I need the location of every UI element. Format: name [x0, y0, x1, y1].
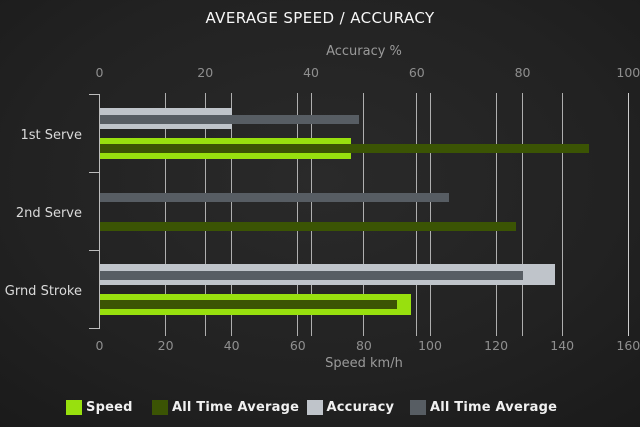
bottom-gridline — [165, 93, 167, 336]
legend-item: Speed — [66, 400, 133, 415]
legend-item: All Time Average — [410, 400, 557, 415]
legend-label: All Time Average — [172, 400, 300, 415]
bottom-axis-tick-label: 140 — [550, 338, 575, 353]
legend-swatch — [410, 400, 426, 415]
bottom-axis-tick-label: 160 — [616, 338, 640, 353]
bottom-axis-title: Speed km/h — [325, 356, 403, 371]
chart-title: AVERAGE SPEED / ACCURACY — [205, 9, 435, 27]
top-axis-tick-label: 80 — [514, 65, 531, 80]
category-label: Grnd Stroke — [4, 283, 82, 299]
y-axis-tick — [88, 250, 100, 251]
legend-swatch — [66, 400, 82, 415]
legend-swatch — [152, 400, 168, 415]
top-axis-tick-label: 20 — [197, 65, 214, 80]
top-axis-title: Accuracy % — [326, 44, 402, 59]
bottom-axis-tick-label: 40 — [223, 338, 240, 353]
top-gridline — [522, 93, 524, 336]
bar-speed-average — [100, 299, 398, 309]
bottom-gridline — [495, 93, 497, 336]
category-label: 2nd Serve — [15, 205, 82, 221]
legend-item: All Time Average — [152, 400, 299, 415]
legend-swatch — [306, 400, 323, 415]
legend-label: Accuracy — [326, 400, 395, 415]
bottom-gridline — [231, 93, 233, 336]
bottom-axis-tick-label: 80 — [355, 338, 372, 353]
bottom-axis-tick-label: 60 — [289, 338, 306, 353]
top-axis-tick-label: 40 — [303, 65, 319, 80]
y-axis-tick — [88, 94, 100, 95]
top-gridline — [310, 93, 312, 336]
y-axis-tick — [88, 172, 100, 173]
legend-label: All Time Average — [430, 400, 558, 415]
legend-item: Accuracy — [306, 400, 395, 415]
legend-label: Speed — [86, 400, 133, 415]
bar-accuracy-average — [100, 192, 449, 202]
bottom-axis-tick-label: 120 — [484, 338, 509, 353]
bottom-axis-tick-label: 0 — [95, 338, 104, 353]
bottom-gridline — [561, 93, 563, 336]
bottom-gridline — [429, 93, 431, 336]
bar-accuracy-average — [100, 270, 524, 280]
top-axis-tick-label: 100 — [616, 65, 640, 80]
category-label: 1st Serve — [20, 127, 82, 143]
bottom-gridline — [297, 93, 299, 336]
top-gridline — [204, 93, 206, 336]
bottom-gridline — [363, 93, 365, 336]
top-axis-tick-label: 0 — [95, 65, 104, 80]
bar-speed-average — [100, 221, 517, 231]
top-axis-tick-label: 60 — [408, 65, 425, 80]
bar-speed-average — [100, 143, 590, 153]
bottom-axis-tick-label: 100 — [418, 338, 442, 353]
bar-accuracy-average — [100, 114, 360, 124]
bottom-axis-tick-label: 20 — [157, 338, 174, 353]
y-axis — [99, 94, 100, 329]
top-gridline — [627, 93, 629, 336]
y-axis-tick — [88, 328, 100, 329]
top-gridline — [416, 93, 418, 336]
